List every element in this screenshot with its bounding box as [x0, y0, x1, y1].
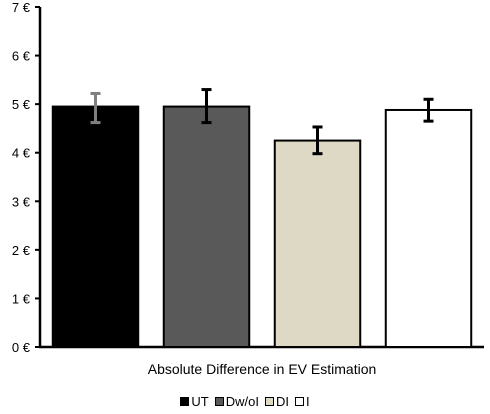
- bar-chart: 0 € 1 € 2 € 3 € 4 € 5 € 6 € 7 € Absolute Differ…: [12, 0, 484, 377]
- legend-label: Dw/oI: [225, 394, 259, 409]
- y-tick-label: 0 €: [12, 340, 31, 355]
- legend-swatch: [180, 397, 190, 406]
- y-tick-label: 2 €: [12, 243, 31, 258]
- legend-item-di: DI: [264, 394, 289, 409]
- legend-swatch: [264, 397, 274, 406]
- error-bar: [423, 97, 434, 123]
- y-tick-label: 5 €: [12, 97, 31, 112]
- legend-item-dw-oi: Dw/oI: [214, 394, 259, 409]
- bars: [51, 88, 473, 348]
- bar-ut: [51, 105, 140, 348]
- legend-label: I: [305, 394, 310, 409]
- y-tick-label: 1 €: [12, 291, 31, 306]
- bar-dw-oi: [162, 105, 251, 348]
- legend: UT Dw/oI DI I: [0, 394, 490, 409]
- legend-swatch: [214, 397, 224, 406]
- legend-item-i: I: [294, 394, 310, 409]
- legend-label: DI: [275, 394, 289, 409]
- legend-label: UT: [191, 394, 209, 409]
- y-tick-label: 3 €: [12, 194, 31, 209]
- y-tick-label: 4 €: [12, 146, 31, 161]
- y-tick-label: 7 €: [12, 0, 31, 15]
- y-tick-label: 6 €: [12, 49, 31, 64]
- x-axis-label: Absolute Difference in EV Estimation: [148, 361, 377, 377]
- bar-di: [273, 139, 362, 348]
- legend-item-ut: UT: [180, 394, 209, 409]
- bar-i: [384, 108, 473, 348]
- legend-swatch: [294, 397, 304, 406]
- error-bar: [201, 88, 212, 125]
- error-bar: [312, 125, 323, 156]
- error-bar: [90, 91, 101, 125]
